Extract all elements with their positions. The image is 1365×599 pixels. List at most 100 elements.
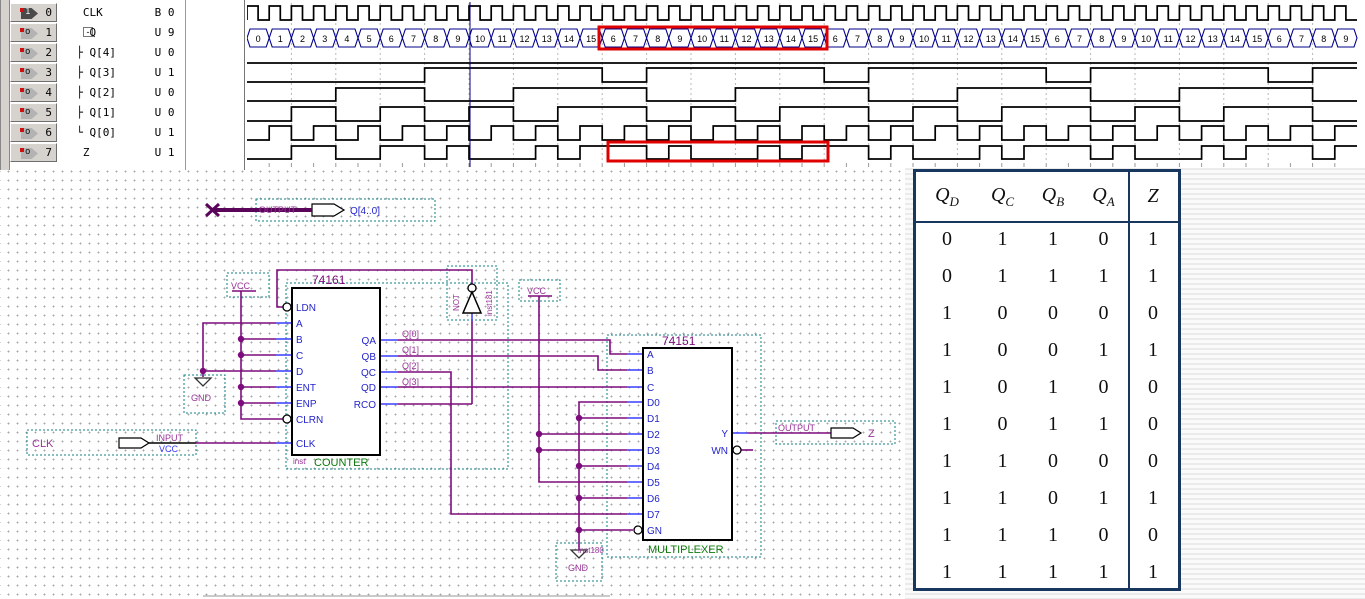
truth-table-cell: 1 xyxy=(1148,487,1158,509)
truth-table-cell: 1 xyxy=(942,561,952,583)
bus-value-text: 6 xyxy=(1055,34,1060,44)
selection-box-vcc1 xyxy=(226,272,270,298)
truth-table-cell: 1 xyxy=(1148,339,1158,361)
gnd2-label: GND xyxy=(568,563,589,573)
truth-table-cell: 0 xyxy=(1148,450,1158,472)
red-dot-icon xyxy=(20,148,24,152)
bus-value-text: 13 xyxy=(542,34,552,44)
bus-value-text: 8 xyxy=(433,34,438,44)
truth-table-cell: 1 xyxy=(1098,339,1109,361)
counter-pin-clrn: CLRN xyxy=(296,415,323,426)
truth-table-cell: 1 xyxy=(942,413,952,435)
truth-table-cell: 0 xyxy=(1098,524,1109,546)
bus-name-label: Q[4..0] xyxy=(350,206,380,217)
vcc1-label: VCC xyxy=(231,281,251,291)
truth-table-row: 1 0 1 0 0 xyxy=(916,369,1178,406)
bus-value-text: 7 xyxy=(855,34,860,44)
expand-collapse-box[interactable]: - xyxy=(83,27,93,37)
truth-table-cell: 0 xyxy=(997,302,1008,324)
signal-name[interactable]: ├ Q[3] xyxy=(63,66,116,79)
counter-pin-d: D xyxy=(296,367,303,378)
bus-value-text: 11 xyxy=(1164,34,1173,44)
output-pin-icon: o xyxy=(21,148,38,159)
signal-value: U 1 xyxy=(148,66,175,79)
input-kind-label: INPUT xyxy=(156,433,184,443)
signal-value: U 0 xyxy=(148,86,175,99)
bus-value-text: 9 xyxy=(1343,34,1348,44)
ldn-bubble xyxy=(282,302,292,312)
truth-table-row: 1 0 0 0 0 xyxy=(916,295,1178,332)
signal-name[interactable]: ├ Q[4] xyxy=(63,46,116,59)
truth-table-cell: 1 xyxy=(1048,524,1058,546)
schematic-editor[interactable]: OUTPUT Q[4..0] VCC VCC GND GND 74161 741… xyxy=(0,170,906,599)
mux-pin-gn: GN xyxy=(647,526,662,537)
bus-value-text: 14 xyxy=(786,34,796,44)
signal-name[interactable]: ├ Q[1] xyxy=(63,106,116,119)
output-pin-icon: o xyxy=(21,128,38,139)
bus-value-text: 9 xyxy=(677,34,682,44)
waveform-area[interactable]: 0 1 2 3 4 5 6 7 8 9 10 11 12 13 14 15 6 7 8 9 10 11 12 13 14 15 6 7… xyxy=(247,0,1365,170)
gnd2-symbol xyxy=(569,549,589,559)
mux-pin-c: C xyxy=(647,383,654,394)
counter-chip-74161[interactable] xyxy=(291,287,381,456)
not-gate[interactable] xyxy=(461,290,483,314)
input-default-label: VCC xyxy=(159,444,179,454)
bus-value-text: 11 xyxy=(720,34,729,44)
bus-value-text: 7 xyxy=(633,34,638,44)
mux-pin-d7: D7 xyxy=(647,510,660,521)
truth-table-header-cell: QA xyxy=(1092,183,1115,209)
q2-waveform xyxy=(247,87,1357,102)
truth-table-cell: 1 xyxy=(1048,376,1058,398)
output-pin-symbol-z[interactable] xyxy=(830,427,863,439)
clk-net-label: CLK xyxy=(32,438,54,450)
mux-pin-a: A xyxy=(647,350,654,361)
selection-box-gnd2 xyxy=(555,542,603,582)
mux-pin-d1: D1 xyxy=(647,414,660,425)
panel-splitter[interactable] xyxy=(0,0,10,170)
input-pin-symbol-clk[interactable] xyxy=(118,437,151,449)
truth-table-cell: 1 xyxy=(1098,561,1109,583)
truth-table-cell: 1 xyxy=(1148,228,1158,250)
signal-name[interactable]: CLK xyxy=(63,6,103,19)
bus-value-text: 14 xyxy=(1008,34,1018,44)
name-value-separator xyxy=(185,0,186,170)
bus-value-text: 13 xyxy=(764,34,774,44)
clrn-bubble xyxy=(282,414,292,424)
signal-value: U 1 xyxy=(148,126,175,139)
signal-name[interactable]: └ Q[0] xyxy=(63,126,116,139)
bus-value-text: 13 xyxy=(1208,34,1218,44)
truth-table-cell: 1 xyxy=(1098,487,1109,509)
z-waveform xyxy=(247,145,1357,160)
bus-value-text: 6 xyxy=(611,34,616,44)
mux-pin-wn: WN xyxy=(711,446,728,457)
truth-table-cell: 1 xyxy=(942,376,952,398)
signal-name[interactable]: Q xyxy=(63,26,97,39)
truth-table-header-cell: QD xyxy=(935,183,959,209)
truth-table-row: 0 1 1 1 1 xyxy=(916,258,1178,295)
bus-value-text: 15 xyxy=(1252,34,1262,44)
bus-value-text: 11 xyxy=(498,34,507,44)
output-group-icon: o xyxy=(21,28,38,39)
net-label-q1: Q[1] xyxy=(402,345,419,355)
truth-table-cell: 1 xyxy=(997,450,1008,472)
counter-pin-b: B xyxy=(296,335,303,346)
truth-table-cell: 0 xyxy=(1098,228,1109,250)
red-dot-icon xyxy=(20,128,24,132)
bus-value-text: 2 xyxy=(300,34,305,44)
bus-value-text: 12 xyxy=(519,34,529,44)
signal-name[interactable]: Z xyxy=(63,146,90,159)
output-pin-symbol-bus[interactable] xyxy=(311,203,346,217)
bus-value-text: 4 xyxy=(344,34,349,44)
mux-chip-74151[interactable] xyxy=(642,347,733,541)
junction-dots xyxy=(199,335,583,534)
signal-name[interactable]: ├ Q[2] xyxy=(63,86,116,99)
